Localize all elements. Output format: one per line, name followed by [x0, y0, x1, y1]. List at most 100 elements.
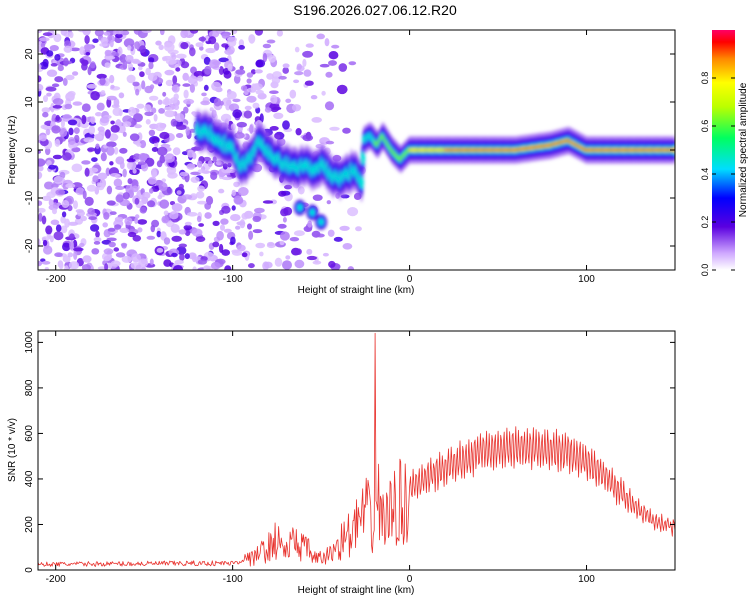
spectrogram-noise-blob	[148, 57, 155, 63]
spectrogram-noise-blob	[99, 116, 110, 124]
spectrogram-noise-blob	[156, 146, 168, 156]
spectrogram-noise-blob	[68, 137, 76, 145]
spectrogram-noise-blob	[276, 30, 283, 37]
spectrogram-noise-blob	[146, 235, 156, 240]
spectrogram-noise-blob	[224, 49, 235, 55]
x-tick-label: -100	[223, 274, 243, 285]
spectrogram-noise-blob	[114, 174, 121, 179]
spectrogram-noise-blob	[96, 73, 107, 79]
spectrogram-noise-blob	[134, 41, 141, 50]
spectrogram-noise-blob	[175, 113, 185, 123]
x-tick-label: 100	[578, 274, 595, 285]
spectrogram-noise-blob	[161, 215, 169, 224]
x-tick-label: -200	[46, 574, 66, 585]
spectrogram-noise-blob	[65, 74, 75, 81]
spectrogram-noise-blob	[138, 66, 143, 71]
spectrogram-noise-blob	[190, 171, 201, 176]
spectrogram-noise-blob	[67, 221, 79, 226]
spectrogram-noise-blob	[122, 168, 127, 178]
spectrogram-noise-blob	[252, 215, 262, 223]
spectrogram-noise-blob	[248, 230, 254, 240]
spectrogram-noise-blob	[234, 132, 245, 139]
spectrogram-noise-blob	[279, 231, 290, 241]
spectrogram-noise-blob	[82, 255, 92, 263]
spectrogram-noise-blob	[210, 171, 218, 180]
spectrogram-noise-blob	[90, 91, 100, 101]
spectrogram-noise-blob	[228, 103, 240, 111]
spectrogram-noise-blob	[231, 189, 236, 197]
spectrogram-noise-blob	[246, 72, 254, 78]
spectrogram-noise-blob	[45, 86, 57, 92]
spectrogram-noise-blob	[86, 184, 97, 192]
spectrogram-ridge-cell	[359, 175, 364, 190]
colorbar-tick-label: 0.8	[700, 72, 710, 85]
y-tick-label: 0	[24, 567, 35, 573]
spectrogram-noise-blob	[355, 226, 362, 232]
colorbar-tick-label: 0.6	[700, 120, 710, 133]
spectrogram-noise-blob	[159, 199, 170, 209]
spectrogram-noise-blob	[212, 241, 220, 248]
spectrogram-noise-blob	[295, 248, 302, 255]
spectrogram-noise-blob	[55, 114, 60, 122]
spectrogram-noise-blob	[64, 218, 70, 228]
spectrogram-noise-blob	[62, 77, 68, 86]
spectrogram-noise-blob	[38, 212, 43, 222]
snr-x-label: Height of straight line (km)	[298, 585, 415, 596]
spectrogram-noise-blob	[269, 102, 280, 113]
spectrogram-noise-blob	[163, 259, 172, 267]
spectrogram-noise-blob	[347, 207, 359, 217]
spectrogram-noise-blob	[342, 243, 353, 250]
y-tick-label: -10	[24, 190, 35, 205]
spectrogram-noise-blob	[88, 216, 97, 221]
spectrogram-noise-blob	[182, 72, 189, 81]
spectrogram-noise-blob	[38, 75, 42, 83]
spectrogram-noise-blob	[63, 60, 73, 65]
spectrogram-noise-blob	[231, 30, 238, 35]
spectrogram-noise-blob	[160, 30, 165, 36]
spectrogram-noise-blob	[230, 236, 236, 245]
spectrogram-noise-blob	[254, 207, 265, 214]
spectrogram-noise-blob	[198, 36, 207, 42]
spectrogram-noise-blob	[141, 266, 146, 270]
spectrogram-noise-blob	[325, 71, 333, 78]
snr-y-label: SNR (10 * v/v)	[7, 418, 18, 482]
spectrogram-noise-blob	[153, 114, 158, 122]
spectrogram-noise-blob	[122, 131, 127, 137]
spectrogram-noise-blob	[128, 106, 137, 117]
spectrogram-noise-blob	[108, 241, 116, 248]
spectrogram-noise-blob	[60, 118, 65, 128]
spectrogram-noise-blob	[68, 233, 75, 241]
spectrogram-noise-blob	[151, 168, 157, 178]
spectrogram-noise-blob	[125, 54, 134, 62]
spectrogram-noise-blob	[132, 81, 140, 87]
spectrogram-noise-blob	[267, 241, 275, 247]
spectrogram-noise-blob	[93, 133, 103, 140]
spectrogram-noise-blob	[109, 211, 117, 216]
spectrogram-noise-blob	[84, 167, 90, 177]
spectrogram-noise-blob	[119, 227, 130, 233]
spectrogram-noise-blob	[181, 194, 193, 200]
spectrogram-noise-blob	[201, 92, 207, 97]
spectrogram-noise-blob	[81, 114, 87, 125]
spectrogram-noise-blob	[42, 239, 48, 247]
spectrogram-noise-blob	[104, 49, 112, 57]
spectrogram-x-ticks: -200 -100 0 100	[46, 30, 595, 285]
spectrogram-noise-blob	[158, 182, 168, 192]
spectrogram-noise-blob	[237, 244, 246, 252]
spectrogram-noise-blob	[38, 150, 42, 154]
spectrogram-noise-blob	[199, 46, 204, 51]
spectrogram-noise-blob	[248, 34, 256, 44]
spectrogram-noise-blob	[220, 218, 229, 225]
spectrogram-noise-blob	[184, 253, 190, 260]
spectrogram-noise-blob	[305, 43, 314, 48]
spectrogram-noise-blob	[119, 161, 125, 170]
spectrogram-noise-blob	[90, 224, 100, 232]
spectrogram-noise-blob	[149, 95, 159, 101]
colorbar-tick-label: 0.2	[700, 216, 710, 229]
spectrogram-noise-blob	[218, 188, 225, 194]
spectrogram-noise-blob	[43, 245, 53, 255]
spectrogram-noise-blob	[170, 223, 180, 233]
spectrogram-noise-blob	[255, 59, 266, 68]
spectrogram-noise-blob	[227, 36, 237, 43]
